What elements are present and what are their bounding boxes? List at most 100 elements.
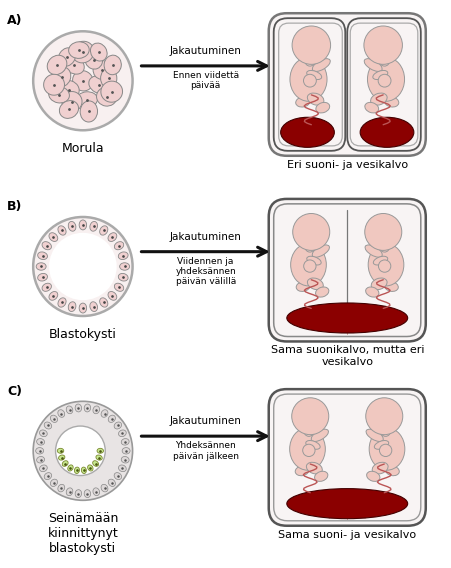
Ellipse shape xyxy=(66,488,73,496)
Ellipse shape xyxy=(92,461,98,466)
Ellipse shape xyxy=(90,222,97,231)
Ellipse shape xyxy=(104,55,121,75)
Ellipse shape xyxy=(42,241,51,250)
Ellipse shape xyxy=(384,282,397,291)
Ellipse shape xyxy=(118,430,126,437)
Ellipse shape xyxy=(58,410,64,417)
Ellipse shape xyxy=(62,91,82,112)
Circle shape xyxy=(33,31,132,130)
Ellipse shape xyxy=(93,406,99,414)
Ellipse shape xyxy=(62,461,68,466)
Text: Morula: Morula xyxy=(61,142,104,155)
Circle shape xyxy=(33,402,132,500)
Ellipse shape xyxy=(368,428,404,470)
FancyBboxPatch shape xyxy=(268,199,425,341)
Text: Yhdeksännen
päivän jälkeen: Yhdeksännen päivän jälkeen xyxy=(172,441,238,461)
Ellipse shape xyxy=(114,473,121,479)
Ellipse shape xyxy=(384,97,398,107)
Ellipse shape xyxy=(306,462,322,474)
Circle shape xyxy=(303,260,315,272)
Ellipse shape xyxy=(96,455,102,460)
Ellipse shape xyxy=(101,485,108,492)
Ellipse shape xyxy=(101,68,116,88)
Text: Jakautuminen: Jakautuminen xyxy=(169,232,241,242)
Circle shape xyxy=(303,74,316,87)
Ellipse shape xyxy=(49,233,58,241)
Ellipse shape xyxy=(50,479,57,486)
Text: Blastokysti: Blastokysti xyxy=(49,328,116,341)
Ellipse shape xyxy=(58,48,75,66)
Ellipse shape xyxy=(39,430,47,437)
Circle shape xyxy=(33,217,132,316)
Ellipse shape xyxy=(100,298,108,307)
Ellipse shape xyxy=(101,410,108,417)
Ellipse shape xyxy=(305,441,319,449)
Ellipse shape xyxy=(74,467,79,474)
Ellipse shape xyxy=(75,490,82,498)
Text: Sama suonikalvo, mutta eri
vesikalvo: Sama suonikalvo, mutta eri vesikalvo xyxy=(270,345,423,367)
Ellipse shape xyxy=(364,59,381,72)
Ellipse shape xyxy=(114,422,121,429)
Ellipse shape xyxy=(108,415,115,423)
Ellipse shape xyxy=(80,101,97,122)
Ellipse shape xyxy=(114,241,124,250)
Text: Sama suoni- ja vesikalvo: Sama suoni- ja vesikalvo xyxy=(277,530,415,540)
Text: Viidennen ja
yhdeksännen
päivän välillä: Viidennen ja yhdeksännen päivän välillä xyxy=(175,257,235,286)
Circle shape xyxy=(55,426,105,475)
Ellipse shape xyxy=(290,244,326,286)
Ellipse shape xyxy=(366,471,379,482)
Ellipse shape xyxy=(315,287,328,297)
Ellipse shape xyxy=(72,41,94,63)
Text: C): C) xyxy=(7,386,22,399)
Ellipse shape xyxy=(37,457,45,463)
Ellipse shape xyxy=(37,252,47,260)
Ellipse shape xyxy=(364,245,382,257)
Ellipse shape xyxy=(315,102,329,113)
FancyBboxPatch shape xyxy=(268,13,425,156)
Ellipse shape xyxy=(58,226,66,235)
Ellipse shape xyxy=(90,43,107,61)
Circle shape xyxy=(363,26,401,64)
Ellipse shape xyxy=(79,303,87,313)
Ellipse shape xyxy=(370,278,386,290)
Ellipse shape xyxy=(87,465,93,471)
Text: A): A) xyxy=(7,14,23,27)
Ellipse shape xyxy=(280,117,334,147)
Ellipse shape xyxy=(295,97,309,107)
Ellipse shape xyxy=(75,404,82,412)
Text: Jakautuminen: Jakautuminen xyxy=(169,416,241,426)
Ellipse shape xyxy=(49,86,69,103)
Circle shape xyxy=(302,444,314,457)
Ellipse shape xyxy=(289,428,325,470)
Circle shape xyxy=(292,214,329,250)
Ellipse shape xyxy=(101,81,122,102)
Ellipse shape xyxy=(371,462,387,474)
Ellipse shape xyxy=(118,252,128,260)
Ellipse shape xyxy=(295,282,309,291)
Ellipse shape xyxy=(79,220,87,230)
Ellipse shape xyxy=(44,422,51,429)
Ellipse shape xyxy=(97,87,117,106)
Ellipse shape xyxy=(108,479,115,486)
Ellipse shape xyxy=(93,61,110,80)
Ellipse shape xyxy=(59,81,79,99)
Ellipse shape xyxy=(379,242,389,252)
Text: Ennen viidettä
päivää: Ennen viidettä päivää xyxy=(172,71,238,90)
Ellipse shape xyxy=(73,70,93,91)
Ellipse shape xyxy=(372,70,387,80)
Ellipse shape xyxy=(66,406,73,414)
Ellipse shape xyxy=(286,303,407,333)
Ellipse shape xyxy=(68,222,76,231)
Ellipse shape xyxy=(359,117,413,147)
Ellipse shape xyxy=(306,70,321,80)
Text: Eri suoni- ja vesikalvo: Eri suoni- ja vesikalvo xyxy=(286,160,407,170)
Ellipse shape xyxy=(37,438,45,445)
Ellipse shape xyxy=(36,263,46,270)
Ellipse shape xyxy=(58,298,66,307)
Ellipse shape xyxy=(85,51,102,69)
Ellipse shape xyxy=(58,485,64,492)
Ellipse shape xyxy=(306,256,321,265)
Ellipse shape xyxy=(68,465,73,471)
Ellipse shape xyxy=(312,59,330,72)
Ellipse shape xyxy=(365,287,378,297)
